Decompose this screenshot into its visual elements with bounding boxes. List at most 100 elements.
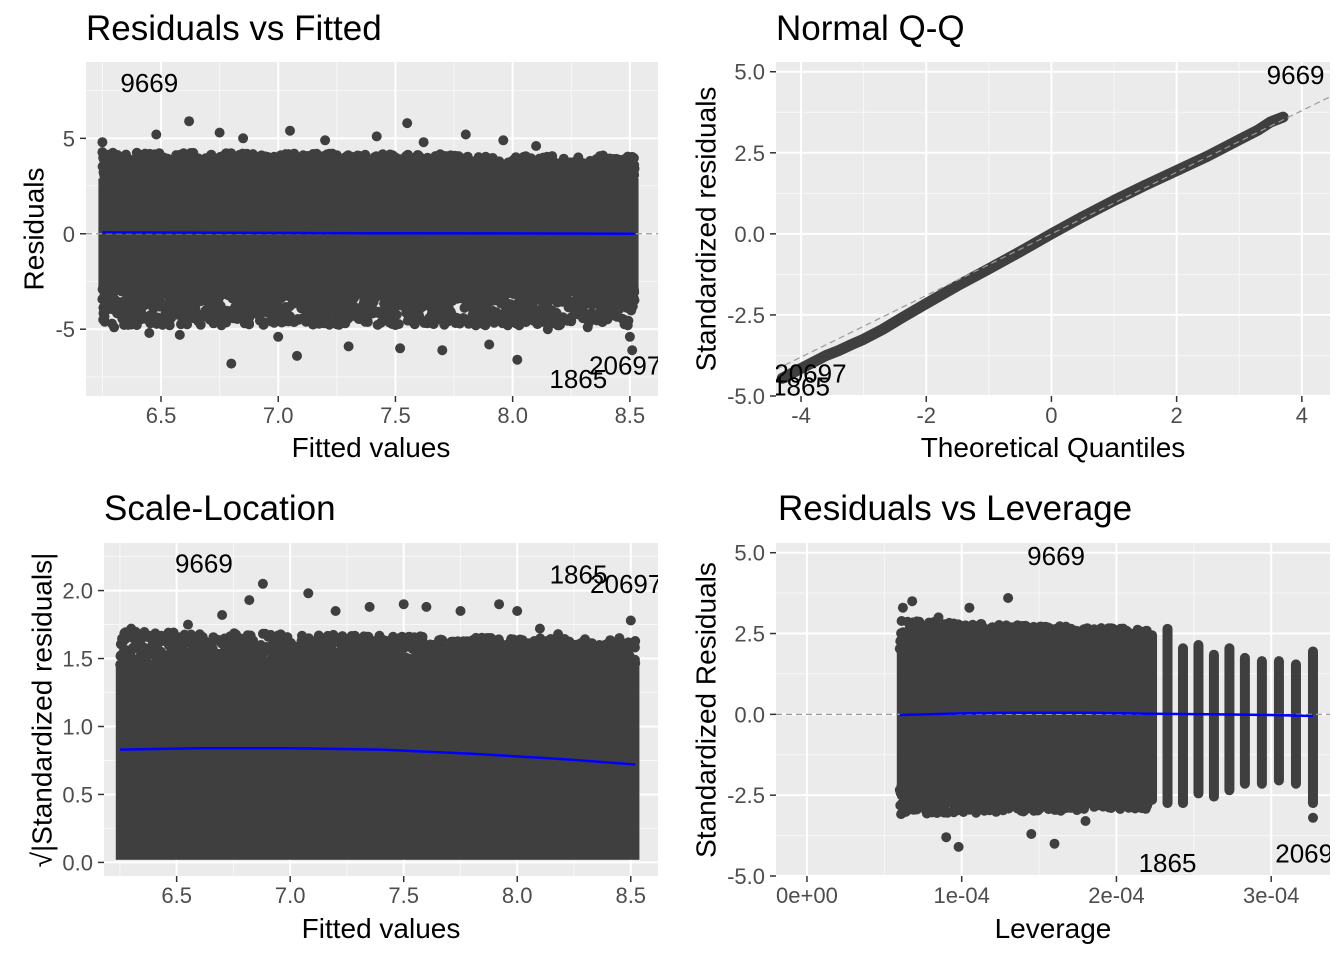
x-tick-label: 7.5 (380, 403, 411, 428)
residual-point (289, 295, 300, 306)
residual-point (199, 158, 210, 169)
residual-point (99, 169, 110, 180)
outlier-point (553, 629, 564, 640)
residual-point (505, 659, 516, 670)
qq-point (858, 334, 869, 345)
residual-point (153, 653, 163, 664)
residual-point (394, 633, 405, 643)
residual-point (376, 287, 387, 298)
residual-point (600, 642, 611, 653)
residual-point (199, 292, 210, 303)
residual-point (115, 285, 126, 296)
residual-point (495, 298, 506, 309)
plot-title: Residuals vs Fitted (86, 9, 382, 48)
x-axis-label: Fitted values (292, 432, 451, 463)
outlier-point (573, 152, 584, 163)
outlier-point (343, 341, 354, 352)
residual-point (128, 656, 139, 667)
residual-point (322, 163, 332, 173)
x-tick-label: 8.5 (615, 883, 646, 908)
residual-point (438, 645, 448, 656)
outlier-point (126, 623, 137, 634)
residual-point (234, 293, 245, 304)
outlier-point (292, 350, 302, 361)
residual-point (338, 650, 349, 661)
residual-point (207, 643, 218, 654)
residual-point (420, 170, 431, 181)
residual-point (593, 659, 604, 670)
outlier-point (580, 637, 591, 648)
outlier-point (624, 331, 635, 342)
residual-point (278, 649, 289, 660)
residual-point (179, 298, 189, 309)
residual-point (323, 173, 334, 184)
residual-point (241, 148, 252, 159)
residual-point (517, 656, 527, 667)
residual-point (364, 157, 375, 168)
x-tick-label: 8.0 (502, 883, 533, 908)
residual-point (134, 173, 145, 183)
residual-point (341, 152, 352, 163)
residual-point (403, 632, 414, 642)
residual-point (492, 161, 503, 172)
residual-point (442, 286, 453, 297)
x-tick-label: 8.5 (615, 403, 646, 428)
residual-point (206, 301, 217, 312)
residual-point (100, 296, 111, 307)
y-tick-label: 1.5 (62, 647, 93, 672)
residual-point (259, 286, 270, 296)
qq-point (821, 350, 832, 361)
qq-point (805, 358, 816, 369)
residual-point (557, 312, 568, 323)
residual-point (312, 643, 323, 654)
residual-point (385, 160, 396, 171)
residual-point (438, 301, 449, 312)
residual-point (132, 634, 143, 645)
residual-point (118, 154, 129, 165)
outlier-point (455, 606, 466, 616)
qq-point (896, 313, 907, 324)
residual-point (627, 151, 638, 162)
residual-point (346, 650, 356, 661)
point-label: 1865 (550, 559, 608, 589)
residual-point (285, 649, 296, 660)
y-tick-label: 1.0 (62, 714, 93, 739)
residual-point (255, 640, 266, 650)
residual-point (263, 303, 274, 314)
residual-point (466, 654, 477, 664)
qq-point (1046, 228, 1057, 239)
residual-point (561, 291, 572, 302)
residual-point (243, 290, 254, 301)
qq-point (1140, 180, 1151, 191)
residual-point (115, 639, 126, 650)
point-label: 1865 (772, 371, 830, 401)
residual-point (268, 285, 279, 296)
outlier-point (398, 599, 409, 610)
x-tick-label: 7.0 (275, 883, 306, 908)
residual-point (402, 287, 413, 298)
residual-point (614, 303, 625, 314)
residual-point (474, 654, 485, 665)
residual-point (253, 653, 264, 664)
residual-point (594, 158, 605, 169)
residual-point (477, 171, 488, 182)
y-tick-label: 5.0 (734, 60, 765, 85)
residual-point (230, 308, 241, 318)
qq-point (952, 280, 963, 291)
outlier-point (494, 599, 505, 610)
residual-point (99, 284, 110, 295)
residual-point (543, 308, 554, 319)
point-cloud-core (115, 665, 640, 860)
residual-point (403, 296, 414, 307)
residual-point (379, 298, 390, 309)
residual-point (316, 655, 327, 666)
residual-point (547, 287, 558, 298)
residual-point (452, 316, 463, 326)
residual-point (469, 157, 480, 168)
residual-point (100, 150, 111, 161)
residual-point (481, 646, 492, 657)
